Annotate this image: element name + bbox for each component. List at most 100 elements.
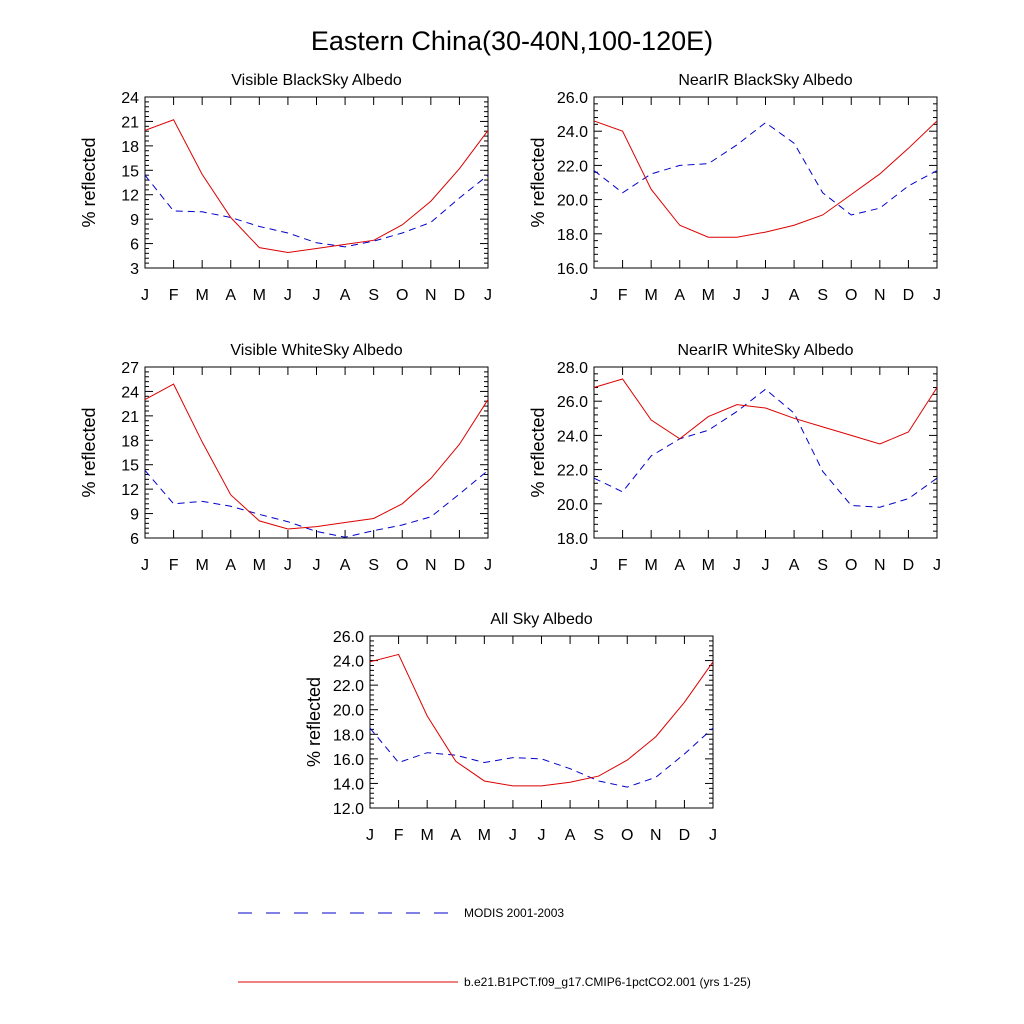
x-tick-label-visible-blacksky: S <box>368 287 379 304</box>
x-tick-label-nearir-whitesky: N <box>874 557 886 574</box>
x-tick-label-visible-blacksky: A <box>225 287 236 304</box>
x-tick-label-visible-whitesky: J <box>484 557 492 574</box>
y-tick-label-visible-blacksky: 24 <box>121 90 139 107</box>
y-tick-label-visible-whitesky: 12 <box>121 482 139 499</box>
series-line-modis-visible-blacksky <box>144 174 489 248</box>
y-tick-label-visible-blacksky: 18 <box>121 139 139 156</box>
y-tick-label-all-sky: 22.0 <box>333 678 364 695</box>
y-tick-label-all-sky: 14.0 <box>333 776 364 793</box>
x-tick-label-all-sky: F <box>394 827 404 844</box>
y-tick-label-visible-whitesky: 18 <box>121 433 139 450</box>
x-tick-label-visible-blacksky: J <box>484 287 492 304</box>
x-tick-label-visible-blacksky: A <box>340 287 351 304</box>
y-axis-label-visible-blacksky: % reflected <box>79 137 99 227</box>
panel-title-nearir-whitesky: NearIR WhiteSky Albedo <box>677 342 853 359</box>
y-tick-label-visible-blacksky: 21 <box>121 114 139 131</box>
x-tick-label-visible-whitesky: J <box>313 557 321 574</box>
x-tick-label-nearir-blacksky: S <box>817 287 828 304</box>
x-tick-label-nearir-whitesky: D <box>903 557 915 574</box>
y-tick-label-visible-whitesky: 24 <box>121 384 139 401</box>
y-tick-label-visible-blacksky: 9 <box>130 212 139 229</box>
x-tick-label-nearir-whitesky: A <box>789 557 800 574</box>
y-tick-label-visible-whitesky: 27 <box>121 360 139 377</box>
x-tick-label-visible-whitesky: D <box>454 557 466 574</box>
y-tick-label-nearir-whitesky: 28.0 <box>557 360 588 377</box>
legend-label-modis: MODIS 2001-2003 <box>464 906 564 920</box>
x-tick-label-all-sky: N <box>650 827 662 844</box>
y-tick-label-nearir-whitesky: 18.0 <box>557 531 588 548</box>
x-tick-label-visible-whitesky: J <box>284 557 292 574</box>
y-tick-label-nearir-whitesky: 22.0 <box>557 463 588 480</box>
x-tick-label-nearir-whitesky: O <box>845 557 857 574</box>
y-tick-label-all-sky: 16.0 <box>333 752 364 769</box>
legend: MODIS 2001-2003 b.e21.B1PCT.f09_g17.CMIP… <box>238 906 751 989</box>
y-axis-label-visible-whitesky: % reflected <box>79 407 99 497</box>
y-tick-label-visible-whitesky: 15 <box>121 458 139 475</box>
series-line-model-visible-blacksky <box>144 119 489 254</box>
y-tick-label-all-sky: 20.0 <box>333 703 364 720</box>
y-tick-label-nearir-blacksky: 20.0 <box>557 193 588 210</box>
x-tick-label-nearir-blacksky: O <box>845 287 857 304</box>
series-line-modis-all-sky <box>369 727 714 788</box>
x-tick-label-nearir-blacksky: D <box>903 287 915 304</box>
y-tick-label-all-sky: 18.0 <box>333 727 364 744</box>
x-tick-label-nearir-blacksky: M <box>645 287 658 304</box>
x-tick-label-nearir-blacksky: J <box>933 287 941 304</box>
x-tick-label-nearir-whitesky: M <box>702 557 715 574</box>
x-tick-label-nearir-whitesky: M <box>645 557 658 574</box>
y-tick-label-visible-blacksky: 15 <box>121 163 139 180</box>
x-tick-label-all-sky: J <box>366 827 374 844</box>
y-tick-label-visible-whitesky: 6 <box>130 531 139 548</box>
y-tick-label-all-sky: 24.0 <box>333 654 364 671</box>
y-axis-label-nearir-whitesky: % reflected <box>528 407 548 497</box>
x-tick-label-nearir-blacksky: J <box>733 287 741 304</box>
panel-title-visible-whitesky: Visible WhiteSky Albedo <box>230 342 402 359</box>
x-tick-label-visible-whitesky: M <box>196 557 209 574</box>
y-tick-label-nearir-blacksky: 22.0 <box>557 158 588 175</box>
x-tick-label-nearir-blacksky: J <box>762 287 770 304</box>
y-axis-label-nearir-blacksky: % reflected <box>528 137 548 227</box>
x-tick-label-visible-whitesky: O <box>396 557 408 574</box>
x-tick-label-all-sky: J <box>509 827 517 844</box>
x-tick-label-visible-whitesky: F <box>169 557 179 574</box>
x-tick-label-nearir-whitesky: J <box>933 557 941 574</box>
x-tick-label-all-sky: A <box>450 827 461 844</box>
panel-title-all-sky: All Sky Albedo <box>490 611 592 628</box>
x-tick-label-nearir-blacksky: M <box>702 287 715 304</box>
x-tick-label-all-sky: J <box>538 827 546 844</box>
x-tick-label-visible-whitesky: S <box>368 557 379 574</box>
x-tick-label-visible-blacksky: N <box>425 287 437 304</box>
y-tick-label-all-sky: 12.0 <box>333 801 364 818</box>
y-tick-label-nearir-blacksky: 26.0 <box>557 90 588 107</box>
x-tick-label-all-sky: M <box>478 827 491 844</box>
x-tick-label-visible-whitesky: J <box>141 557 149 574</box>
y-tick-label-nearir-whitesky: 26.0 <box>557 394 588 411</box>
panel-title-visible-blacksky: Visible BlackSky Albedo <box>231 72 402 89</box>
x-tick-label-nearir-whitesky: J <box>762 557 770 574</box>
plot-frame-all-sky <box>369 635 714 809</box>
x-tick-label-nearir-blacksky: F <box>618 287 628 304</box>
x-tick-label-visible-whitesky: A <box>340 557 351 574</box>
x-tick-label-visible-blacksky: J <box>284 287 292 304</box>
y-tick-label-all-sky: 26.0 <box>333 629 364 646</box>
x-tick-label-visible-blacksky: J <box>141 287 149 304</box>
x-tick-label-nearir-blacksky: A <box>674 287 685 304</box>
y-tick-label-visible-whitesky: 9 <box>130 507 139 524</box>
x-tick-label-nearir-whitesky: F <box>618 557 628 574</box>
y-tick-label-visible-whitesky: 21 <box>121 409 139 426</box>
x-tick-label-nearir-whitesky: J <box>590 557 598 574</box>
figure-title: Eastern China(30-40N,100-120E) <box>311 26 713 56</box>
x-tick-label-visible-blacksky: F <box>169 287 179 304</box>
y-tick-label-nearir-blacksky: 18.0 <box>557 227 588 244</box>
x-tick-label-visible-whitesky: N <box>425 557 437 574</box>
panel-visible-blacksky: Visible BlackSky Albedo % reflected 3 6 9 12 1… <box>79 72 492 304</box>
series-line-model-nearir-blacksky <box>593 120 938 238</box>
series-line-modis-nearir-whitesky <box>593 388 938 508</box>
plot-frame-nearir-whitesky <box>593 366 938 539</box>
x-tick-label-nearir-blacksky: J <box>590 287 598 304</box>
panels: Visible BlackSky Albedo % reflected 3 6 9 12 1… <box>79 72 941 844</box>
series-line-model-visible-whitesky <box>144 383 489 530</box>
panel-nearir-blacksky: NearIR BlackSky Albedo % reflected 16.0 18.… <box>528 72 941 304</box>
x-tick-label-nearir-whitesky: A <box>674 557 685 574</box>
legend-item-modis: MODIS 2001-2003 <box>238 906 564 920</box>
